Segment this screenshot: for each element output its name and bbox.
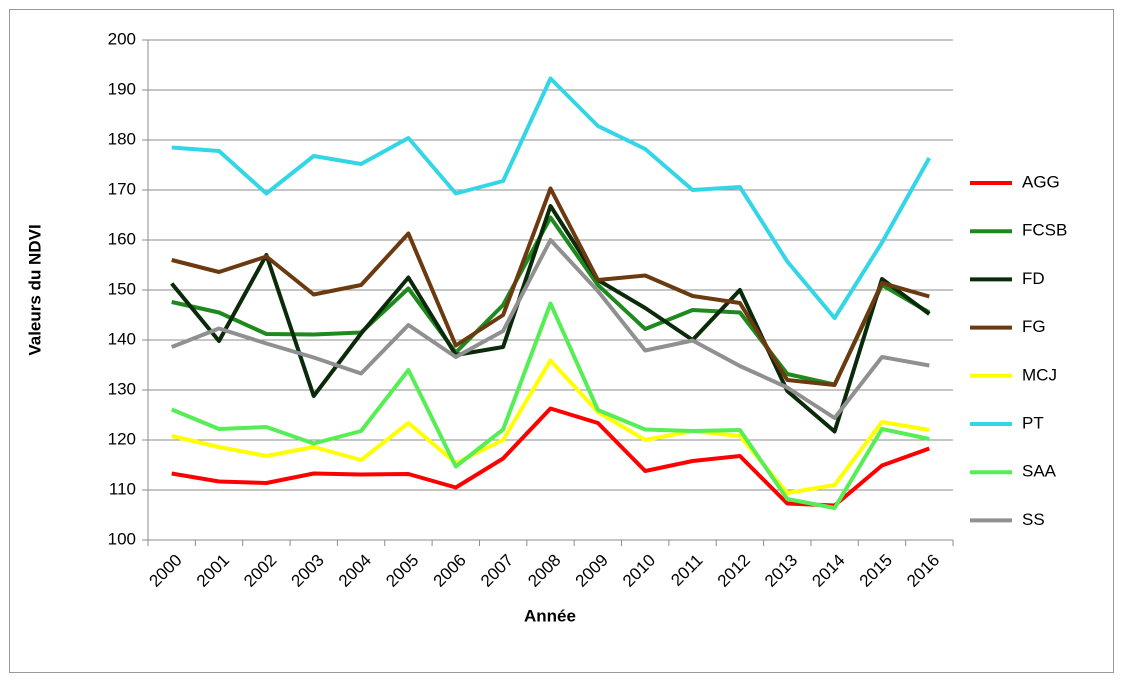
- y-tick-label: 120: [108, 429, 136, 448]
- y-tick-label: 140: [108, 329, 136, 348]
- legend-label: SS: [1022, 510, 1045, 529]
- series-line: [170, 204, 931, 434]
- legend-label: FD: [1022, 269, 1045, 288]
- x-axis-label: Année: [524, 606, 576, 625]
- legend-label: SAA: [1022, 462, 1057, 481]
- legend-label: MCJ: [1022, 365, 1057, 384]
- y-tick-label: 130: [108, 379, 136, 398]
- y-tick-label: 170: [108, 179, 136, 198]
- legend-label: PT: [1022, 413, 1044, 432]
- y-tick-label: 200: [108, 29, 136, 48]
- y-tick-label: 180: [108, 129, 136, 148]
- series-line: [170, 238, 930, 420]
- y-tick-label: 160: [108, 229, 136, 248]
- series-line: [171, 215, 931, 387]
- legend-label: FG: [1022, 317, 1046, 336]
- y-tick-label: 100: [108, 529, 136, 548]
- series-line: [171, 186, 930, 387]
- y-tick-label: 110: [109, 479, 136, 498]
- series-line: [171, 406, 930, 508]
- y-axis-label: Valeurs du NDVI: [25, 224, 44, 355]
- y-tick-label: 150: [108, 279, 136, 298]
- y-tick-label: 190: [108, 79, 136, 98]
- series-line: [170, 301, 930, 510]
- legend-label: AGG: [1022, 172, 1060, 191]
- legend-label: FCSB: [1022, 221, 1067, 240]
- series-line: [171, 76, 932, 320]
- series-line: [171, 358, 930, 495]
- chart-border: [9, 9, 1114, 673]
